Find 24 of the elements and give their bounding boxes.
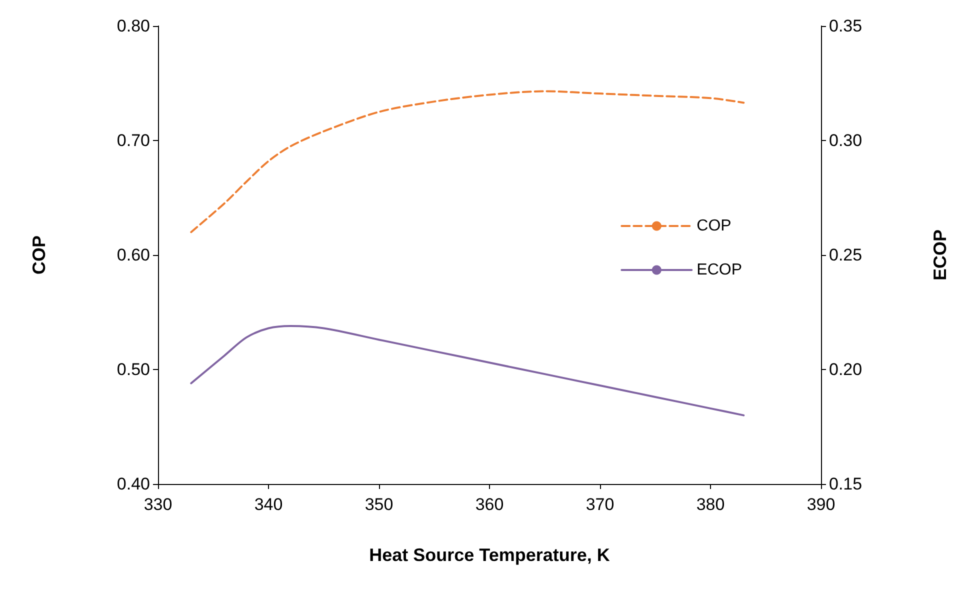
x-tick-label: 370 — [586, 495, 614, 514]
x-tick-label: 360 — [475, 495, 504, 514]
x-axis-title: Heat Source Temperature, K — [369, 545, 610, 565]
y-axis-title: COP — [29, 235, 49, 275]
x-tick-label: 340 — [254, 495, 283, 514]
legend-label: COP — [696, 218, 732, 234]
line-series — [190, 324, 745, 416]
x-tick-label: 390 — [806, 495, 836, 514]
y-tick-label: 0.40 — [116, 474, 150, 494]
y-tick-label: 0.50 — [116, 360, 150, 379]
line-series — [190, 90, 745, 234]
y2-tick-label: 0.15 — [829, 474, 862, 494]
x-tick-label: 380 — [696, 495, 725, 514]
y2-tick-label: 0.30 — [829, 131, 862, 150]
y2-tick-label: 0.25 — [829, 246, 862, 264]
y-tick-label: 0.80 — [116, 16, 150, 36]
y-tick-label: 0.70 — [116, 131, 150, 150]
x-tick-label: 350 — [364, 495, 394, 514]
y2-tick-label: 0.35 — [829, 16, 862, 36]
legend-label: ECOP — [696, 262, 742, 278]
y2-tick-label: 0.20 — [829, 360, 862, 379]
y2-axis-title: ECOP — [930, 229, 950, 281]
y-tick-label: 0.60 — [116, 246, 150, 264]
x-tick-label: 330 — [144, 495, 172, 514]
